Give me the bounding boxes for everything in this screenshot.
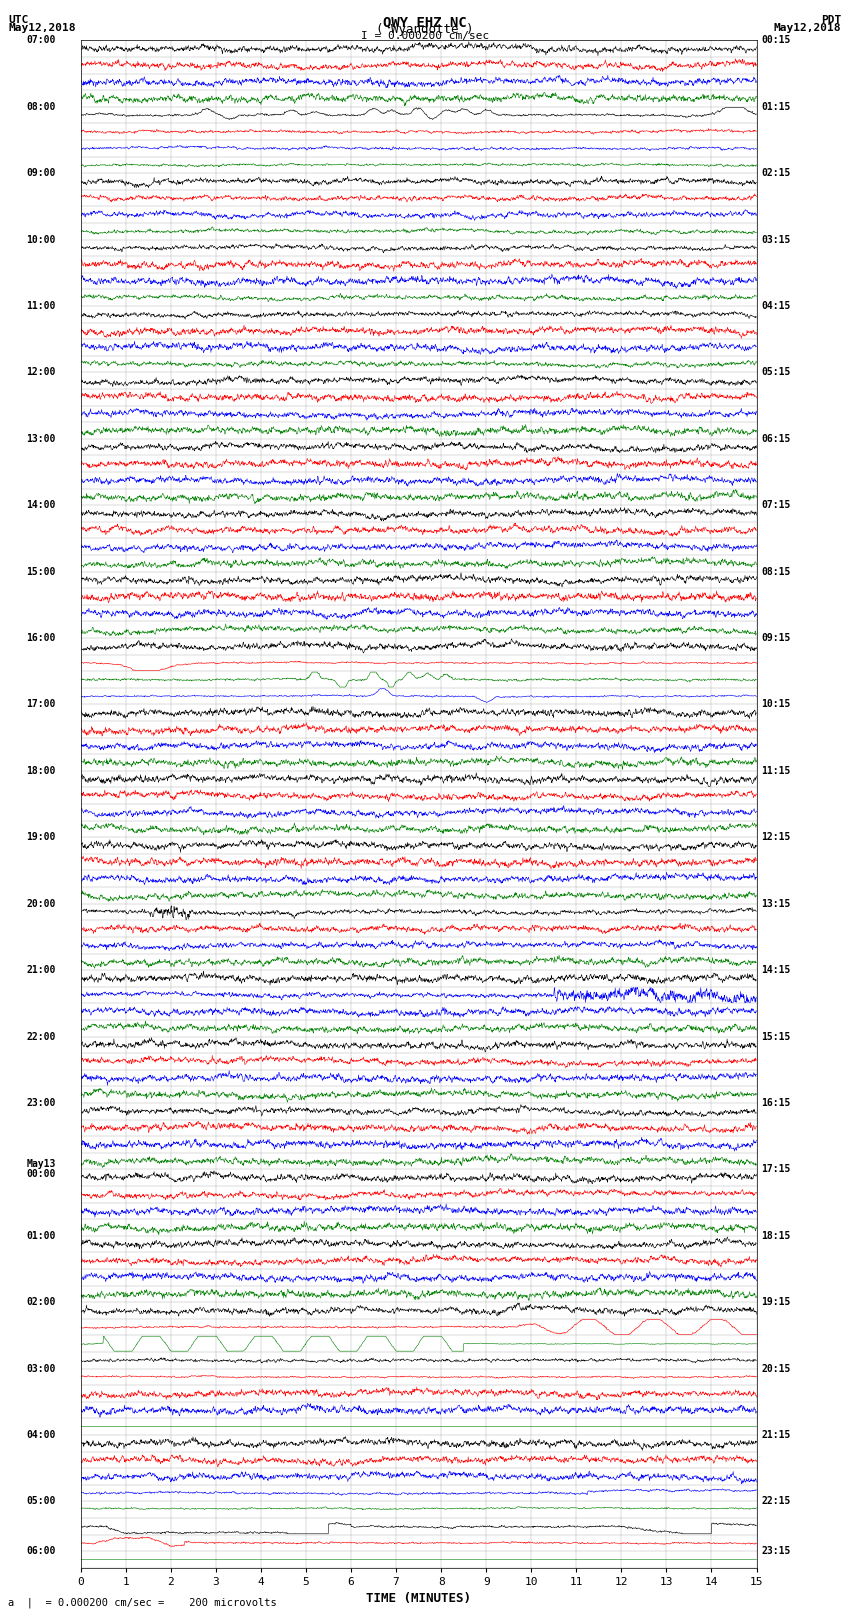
Text: 12:15: 12:15 (761, 832, 790, 842)
Text: 13:00: 13:00 (26, 434, 56, 444)
Text: 13:15: 13:15 (761, 898, 790, 908)
Text: 06:15: 06:15 (761, 434, 790, 444)
Text: 11:00: 11:00 (26, 302, 56, 311)
Text: a  |  = 0.000200 cm/sec =    200 microvolts: a | = 0.000200 cm/sec = 200 microvolts (8, 1597, 277, 1608)
Text: 22:15: 22:15 (761, 1497, 790, 1507)
Text: 16:15: 16:15 (761, 1098, 790, 1108)
Text: 23:00: 23:00 (26, 1098, 56, 1108)
Text: 03:00: 03:00 (26, 1363, 56, 1374)
Text: 23:15: 23:15 (761, 1547, 790, 1557)
Text: 07:15: 07:15 (761, 500, 790, 510)
Text: 19:00: 19:00 (26, 832, 56, 842)
Text: 09:00: 09:00 (26, 168, 56, 177)
Text: 19:15: 19:15 (761, 1297, 790, 1307)
Text: 18:00: 18:00 (26, 766, 56, 776)
Text: I = 0.000200 cm/sec: I = 0.000200 cm/sec (361, 31, 489, 42)
Text: 12:00: 12:00 (26, 368, 56, 377)
Text: QWY EHZ NC: QWY EHZ NC (383, 16, 467, 29)
Text: 01:15: 01:15 (761, 102, 790, 111)
Text: 11:15: 11:15 (761, 766, 790, 776)
Text: 20:00: 20:00 (26, 898, 56, 908)
Text: 05:15: 05:15 (761, 368, 790, 377)
Text: 17:15: 17:15 (761, 1165, 790, 1174)
Text: 05:00: 05:00 (26, 1497, 56, 1507)
Text: 21:00: 21:00 (26, 965, 56, 976)
Text: ( Wyandotte ): ( Wyandotte ) (377, 24, 473, 37)
Text: 03:15: 03:15 (761, 234, 790, 245)
Text: 08:15: 08:15 (761, 566, 790, 576)
Text: UTC: UTC (8, 16, 29, 26)
Text: 00:00: 00:00 (26, 1169, 56, 1179)
Text: 14:00: 14:00 (26, 500, 56, 510)
Text: 07:00: 07:00 (26, 35, 56, 45)
Text: 09:15: 09:15 (761, 632, 790, 644)
Text: 04:15: 04:15 (761, 302, 790, 311)
Text: 21:15: 21:15 (761, 1431, 790, 1440)
X-axis label: TIME (MINUTES): TIME (MINUTES) (366, 1592, 471, 1605)
Text: 04:00: 04:00 (26, 1431, 56, 1440)
Text: 10:15: 10:15 (761, 700, 790, 710)
Text: May12,2018: May12,2018 (8, 24, 76, 34)
Text: PDT: PDT (821, 16, 842, 26)
Text: 20:15: 20:15 (761, 1363, 790, 1374)
Text: 14:15: 14:15 (761, 965, 790, 976)
Text: 15:00: 15:00 (26, 566, 56, 576)
Text: 18:15: 18:15 (761, 1231, 790, 1240)
Text: 01:00: 01:00 (26, 1231, 56, 1240)
Text: 02:15: 02:15 (761, 168, 790, 177)
Text: 10:00: 10:00 (26, 234, 56, 245)
Text: May13: May13 (26, 1160, 56, 1169)
Text: 06:00: 06:00 (26, 1547, 56, 1557)
Text: 15:15: 15:15 (761, 1032, 790, 1042)
Text: May12,2018: May12,2018 (774, 24, 842, 34)
Text: 00:15: 00:15 (761, 35, 790, 45)
Text: 16:00: 16:00 (26, 632, 56, 644)
Text: 08:00: 08:00 (26, 102, 56, 111)
Text: 02:00: 02:00 (26, 1297, 56, 1307)
Text: 22:00: 22:00 (26, 1032, 56, 1042)
Text: 17:00: 17:00 (26, 700, 56, 710)
